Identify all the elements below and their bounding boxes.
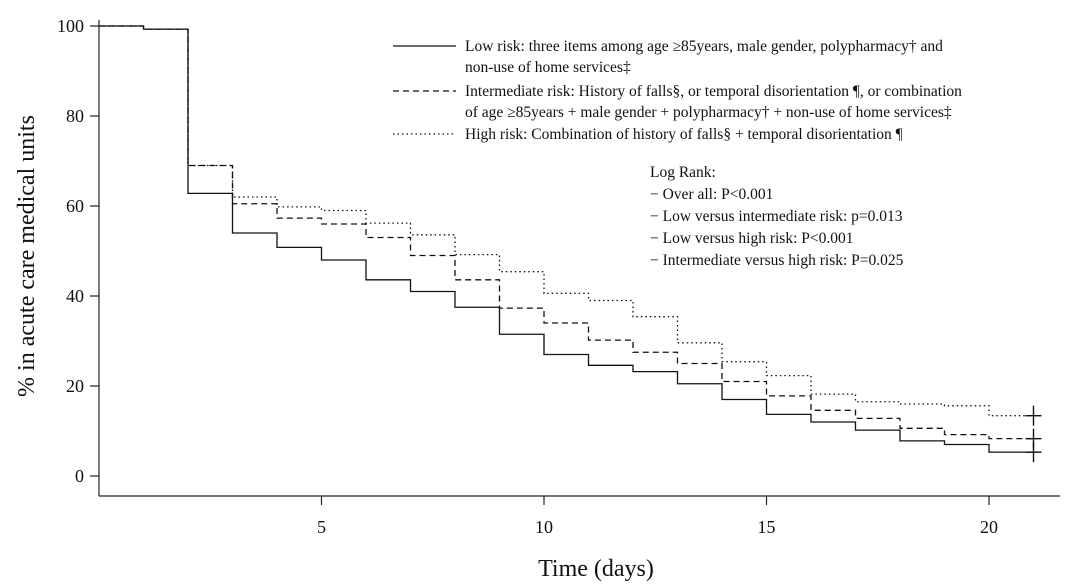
high-risk-legend-label: High risk: Combination of history of fal… bbox=[465, 126, 903, 143]
log-rank-annotation: Log Rank: − Over all: P<0.001 − Low versus… bbox=[650, 164, 904, 269]
y-tick-label: 60 bbox=[66, 196, 84, 216]
x-tick-label: 10 bbox=[535, 517, 553, 537]
low-risk-legend-label: non-use of home services‡ bbox=[465, 59, 631, 76]
x-tick-label: 5 bbox=[317, 517, 326, 537]
x-tick-label: 20 bbox=[980, 517, 998, 537]
y-tick-label: 100 bbox=[57, 16, 84, 36]
y-tick-label: 20 bbox=[66, 376, 84, 396]
x-axis-title: Time (days) bbox=[538, 556, 654, 582]
plot-area bbox=[99, 25, 1042, 463]
log-rank-title: Log Rank: bbox=[650, 164, 716, 181]
low-risk-legend-label: Low risk: three items among age ≥85years… bbox=[465, 38, 943, 55]
low-risk-curve bbox=[99, 25, 1038, 453]
intermediate-risk-legend-label: of age ≥85years + male gender + polyphar… bbox=[465, 104, 952, 121]
legend: Low risk: three items among age ≥85years… bbox=[393, 38, 962, 143]
x-tick-label: 15 bbox=[758, 517, 776, 537]
axes bbox=[98, 20, 1060, 497]
y-tick-label: 0 bbox=[75, 466, 84, 486]
log-rank-item: − Low versus high risk: P<0.001 bbox=[650, 230, 853, 247]
log-rank-item: − Over all: P<0.001 bbox=[650, 186, 773, 203]
y-tick-label: 80 bbox=[66, 106, 84, 126]
log-rank-item: − Intermediate versus high risk: P=0.025 bbox=[650, 252, 904, 269]
intermediate-risk-legend-label: Intermediate risk: History of falls§, or… bbox=[465, 83, 962, 100]
log-rank-item: − Low versus intermediate risk: p=0.013 bbox=[650, 208, 903, 225]
y-axis-title: % in acute care medical units bbox=[14, 115, 40, 397]
axis-ticks: 0 20 40 60 80 100 5 10 15 20 bbox=[57, 16, 998, 537]
y-tick-label: 40 bbox=[66, 286, 84, 306]
high-risk-curve bbox=[99, 25, 1038, 417]
